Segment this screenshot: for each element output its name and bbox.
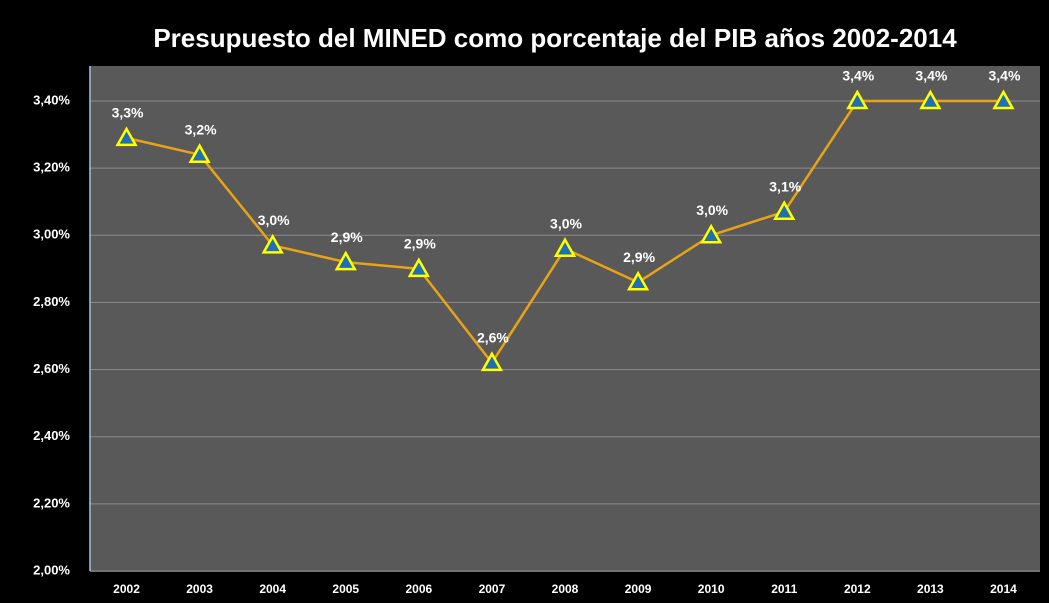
y-tick-label: 3,40% xyxy=(33,92,70,107)
marker xyxy=(992,89,1015,110)
chart-title: Presupuesto del MINED como porcentaje de… xyxy=(153,23,957,53)
y-tick-label: 2,20% xyxy=(33,495,70,510)
x-tick-label: 2008 xyxy=(552,582,579,596)
marker xyxy=(626,270,650,291)
x-tick-label: 2004 xyxy=(259,582,286,596)
value-label: 2,9% xyxy=(623,249,655,265)
marker xyxy=(846,89,869,110)
y-tick-label: 3,00% xyxy=(33,227,70,242)
value-label: 3,0% xyxy=(696,202,728,218)
value-label: 3,4% xyxy=(842,68,874,84)
marker xyxy=(407,257,430,278)
value-label: 2,6% xyxy=(477,330,509,346)
y-tick-label: 2,60% xyxy=(33,361,70,376)
marker xyxy=(553,237,577,257)
value-label: 3,0% xyxy=(550,215,582,231)
marker xyxy=(919,89,942,110)
x-tick-label: 2013 xyxy=(917,582,944,596)
marker xyxy=(334,250,357,271)
value-label: 3,0% xyxy=(258,212,290,228)
plot-area xyxy=(90,66,1040,572)
marker xyxy=(480,351,504,372)
y-tick-label: 2,80% xyxy=(33,294,70,309)
marker xyxy=(188,143,211,163)
x-tick-label: 2005 xyxy=(332,582,359,596)
y-tick-label: 2,40% xyxy=(33,428,70,443)
y-tick-label: 2,00% xyxy=(33,562,70,577)
y-tick-label: 3,20% xyxy=(33,160,70,175)
marker xyxy=(115,126,138,147)
marker xyxy=(700,223,723,244)
value-label: 2,9% xyxy=(404,236,436,252)
x-tick-label: 2011 xyxy=(771,582,797,596)
value-label: 3,4% xyxy=(915,68,947,84)
x-tick-label: 2010 xyxy=(698,582,725,596)
x-tick-label: 2007 xyxy=(479,582,506,596)
x-tick-label: 2014 xyxy=(990,582,1017,596)
x-tick-label: 2006 xyxy=(405,582,432,596)
value-label: 3,3% xyxy=(112,105,144,121)
x-tick-label: 2003 xyxy=(186,582,213,596)
marker xyxy=(261,233,284,254)
value-label: 2,9% xyxy=(331,229,363,245)
x-tick-label: 2012 xyxy=(844,582,871,596)
value-label: 3,2% xyxy=(185,121,217,137)
marker xyxy=(773,200,796,221)
value-label: 3,1% xyxy=(769,178,801,194)
x-tick-label: 2009 xyxy=(625,582,652,596)
x-tick-label: 2002 xyxy=(113,582,140,596)
value-label: 3,4% xyxy=(989,68,1021,84)
